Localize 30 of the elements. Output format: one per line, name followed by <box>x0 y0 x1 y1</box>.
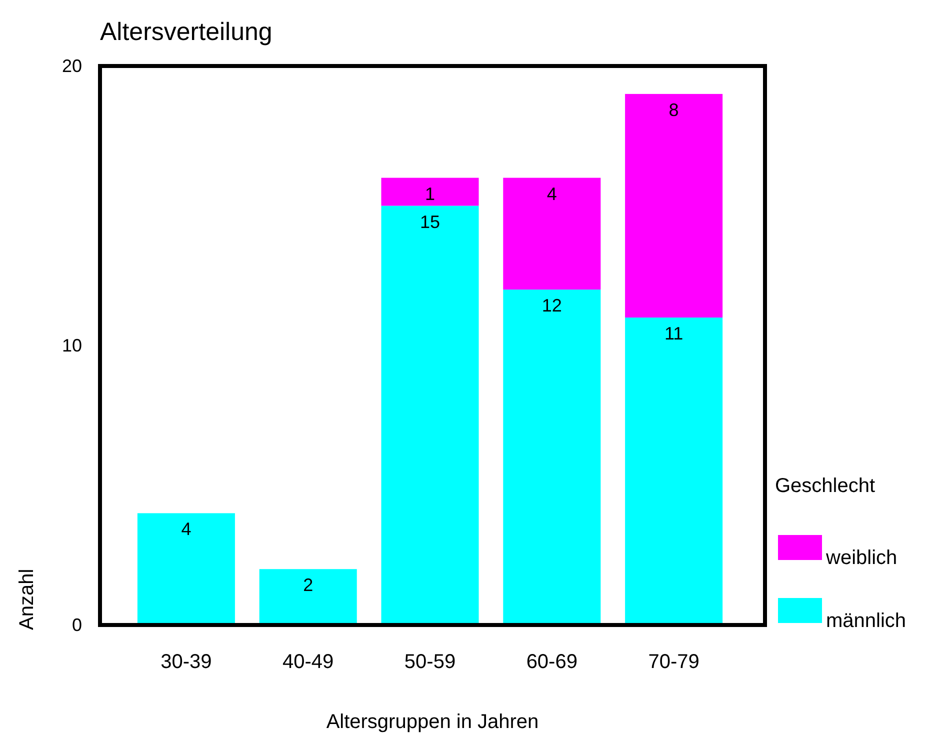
bar <box>503 178 601 290</box>
bar <box>381 206 479 625</box>
legend-title: Geschlecht <box>775 475 876 497</box>
data-label: 11 <box>664 324 684 344</box>
x-tick-label: 50-59 <box>404 651 456 673</box>
data-label: 4 <box>546 184 557 204</box>
data-label: 4 <box>181 519 192 540</box>
x-tick-label: 30-39 <box>160 651 212 673</box>
bar <box>381 178 479 206</box>
data-label: 2 <box>303 575 314 596</box>
x-tick-label: 60-69 <box>526 651 578 673</box>
x-tick-label: 40-49 <box>282 651 334 673</box>
x-axis-title: Altersgruppen in Jahren <box>326 711 539 733</box>
x-tick-label: 70-79 <box>648 651 700 673</box>
bar <box>625 94 723 318</box>
y-tick-label: 10 <box>62 336 82 356</box>
bar <box>259 569 357 625</box>
y-axis-title: Anzahl <box>16 568 38 630</box>
chart-title: Altersverteilung <box>100 18 272 46</box>
data-label: 1 <box>424 184 436 204</box>
y-tick-label: 0 <box>72 615 82 635</box>
data-label: 8 <box>668 100 679 120</box>
data-label: 15 <box>420 212 440 232</box>
legend-label: weiblich <box>825 547 898 569</box>
data-label: 12 <box>542 296 562 316</box>
y-tick-label: 20 <box>62 56 82 76</box>
bar <box>137 513 235 625</box>
bar <box>625 318 723 625</box>
legend-label: männlich <box>826 610 906 632</box>
bar <box>503 290 601 625</box>
